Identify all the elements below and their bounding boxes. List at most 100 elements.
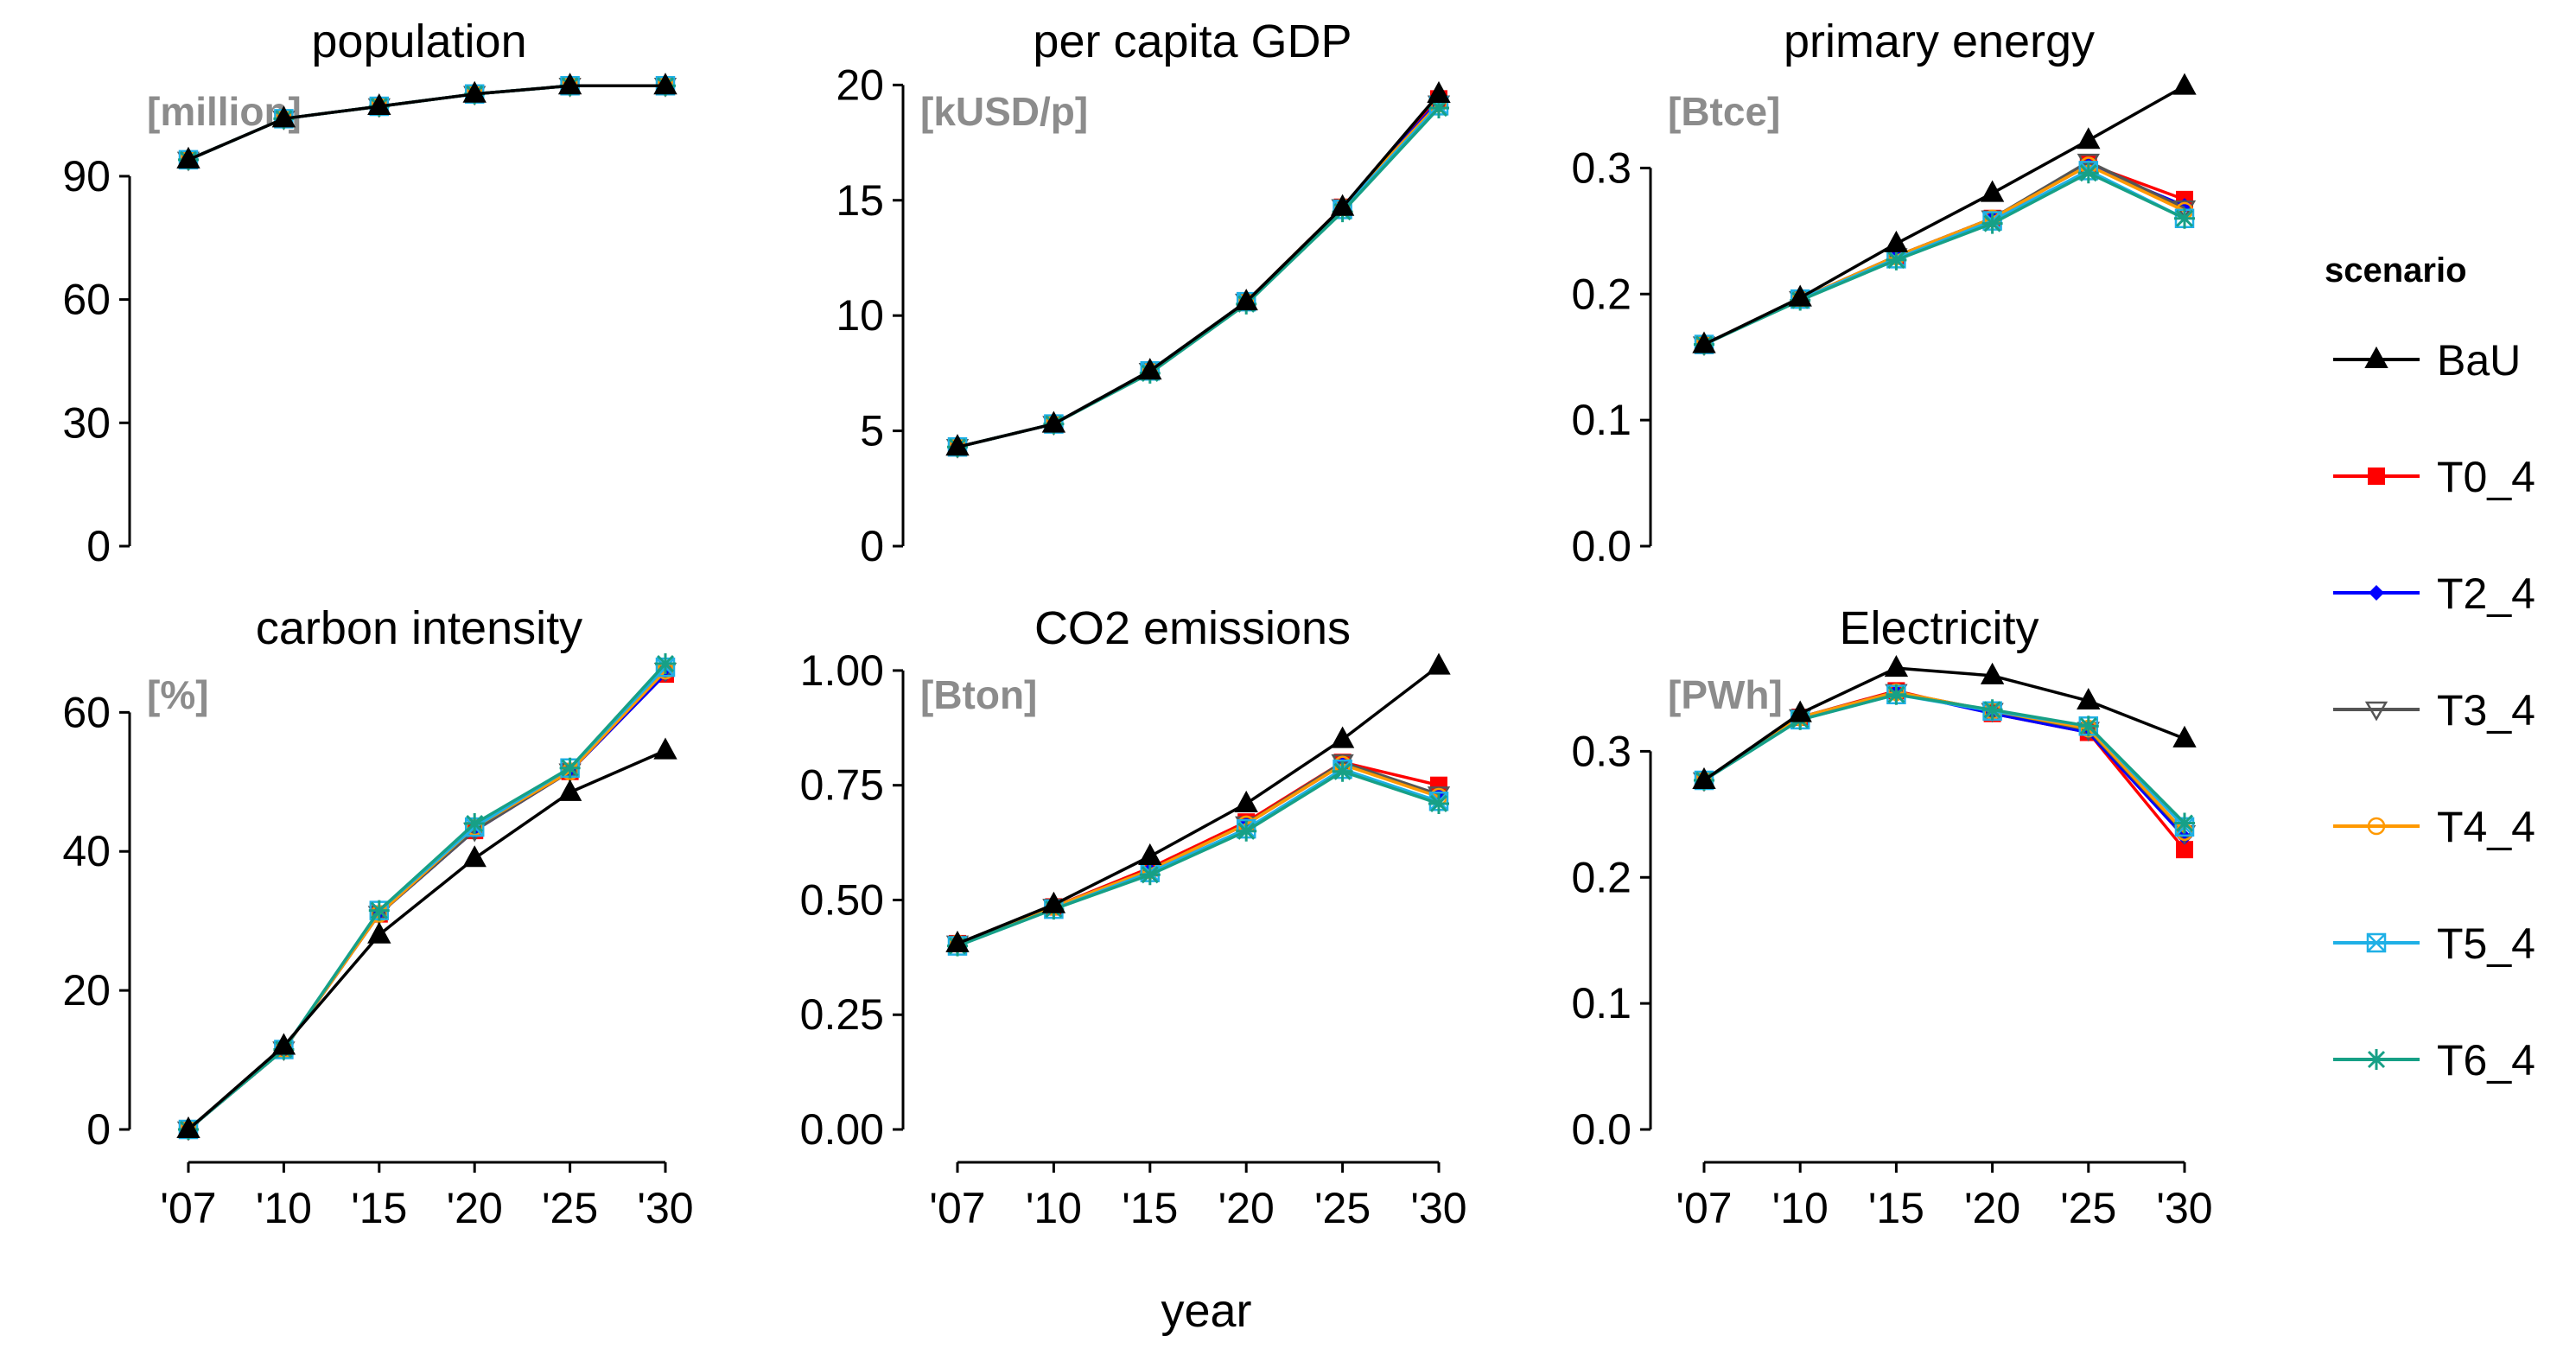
data-point-bau [945, 930, 970, 952]
y-tick-label: 60 [62, 276, 111, 324]
series-line-t3-4 [187, 669, 667, 1131]
series-line-t3-4 [957, 102, 1441, 449]
data-point-t6-4 [368, 900, 390, 921]
data-point-t6-4 [1428, 792, 1449, 814]
x-tick-label: '20 [1218, 1184, 1275, 1232]
series-line-bau [1703, 85, 2185, 347]
y-tick-label: 0.2 [1571, 270, 1631, 318]
legend-marker [2364, 346, 2388, 368]
unit-label: [PWh] [1668, 672, 1783, 717]
series-line-t0-4 [957, 98, 1441, 449]
y-tick-label: 0 [86, 522, 111, 570]
legend-marker [2366, 932, 2387, 953]
data-point-bau [2172, 725, 2197, 747]
data-point-t6-4 [2174, 812, 2195, 834]
series-t6-4 [947, 760, 1449, 957]
data-point-bau [1980, 180, 2005, 202]
series-line-t2-4 [1703, 163, 2185, 347]
y-tick-label: 0.0 [1571, 522, 1631, 570]
y-tick-label: 0.00 [800, 1105, 884, 1154]
series-line-t4-4 [957, 102, 1441, 449]
x-tick-label: '25 [2060, 1184, 2116, 1232]
x-tick-label: '20 [447, 1184, 503, 1232]
legend-label: T6_4 [2437, 1036, 2535, 1085]
y-tick-label: 20 [62, 966, 111, 1015]
y-tick-label: 0.50 [800, 875, 884, 924]
panel-title: CO2 emissions [1034, 602, 1351, 654]
data-point-bau [367, 92, 391, 116]
data-point-t6-4 [655, 653, 676, 675]
series-line-bau [188, 84, 665, 162]
data-point-bau [367, 921, 391, 944]
data-point-bau [176, 1116, 200, 1138]
legend-marker [2364, 701, 2388, 722]
x-tick-label: '15 [351, 1184, 407, 1232]
y-tick-label: 20 [836, 60, 884, 109]
series-line-t6-4 [187, 662, 667, 1131]
data-point-t6-4 [1886, 684, 1907, 705]
panel-co2-emissions: CO2 emissions [Bton] 0.00 0.25 0.50 0.75 1.00 '… [800, 602, 1467, 1232]
legend-marker [2368, 468, 2385, 485]
unit-label: [Bton] [920, 672, 1037, 717]
series-line-t3-4 [1703, 160, 2185, 347]
legend: scenario BaU T0_4 T2_4 T3_4 T4_4 T5_4 T6_4 [2325, 251, 2535, 1085]
legend-item-t6-4: T6_4 [2333, 1036, 2535, 1085]
x-tick-label: '30 [1410, 1184, 1466, 1232]
panel-primary-energy: primary energy[Btce] 0.0 0.1 0.2 0.3 [1571, 16, 2197, 570]
panel-title: per capita GDP [1033, 16, 1352, 67]
data-point-bau [653, 73, 677, 95]
series-t2-4 [950, 93, 1447, 455]
data-point-bau [1330, 194, 1355, 216]
x-tick-label: '25 [542, 1184, 598, 1232]
data-point-bau [557, 779, 582, 801]
data-point-t6-4 [2077, 716, 2099, 737]
y-tick-label: 1.00 [800, 646, 884, 695]
data-point-bau [2077, 687, 2101, 710]
series-line-bau [957, 665, 1441, 945]
legend-label: BaU [2437, 336, 2521, 385]
y-tick-label: 40 [62, 827, 111, 875]
data-point-t6-4 [1428, 98, 1449, 119]
unit-label: [%] [147, 672, 209, 717]
y-tick-label: 0.25 [800, 990, 884, 1039]
series-bau [945, 80, 1451, 456]
legend-item-t0-4: T0_4 [2333, 453, 2535, 501]
data-point-t6-4 [1139, 864, 1161, 886]
data-point-t6-4 [1981, 213, 2003, 234]
data-point-bau [1234, 289, 1258, 311]
data-point-bau [1788, 700, 1812, 722]
legend-label: T2_4 [2437, 569, 2535, 618]
x-tick-label: '10 [1772, 1184, 1829, 1232]
y-tick-label: 0.0 [1571, 1105, 1631, 1154]
series-line-t5-4 [1703, 169, 2185, 347]
data-point-bau [1138, 843, 1162, 866]
y-tick-label: 0 [86, 1105, 111, 1154]
series-line-t5-4 [957, 105, 1441, 449]
series-bau [1692, 73, 2197, 353]
data-point-bau [1427, 80, 1451, 104]
legend-item-t2-4: T2_4 [2333, 569, 2535, 618]
x-tick-label: '10 [1026, 1184, 1082, 1232]
data-point-t3-4 [2077, 153, 2100, 174]
data-point-t6-4 [559, 757, 581, 779]
series-t4-4 [948, 94, 1448, 456]
legend-title: scenario [2325, 251, 2467, 289]
x-tick-label: '10 [256, 1184, 312, 1232]
series-bau [176, 737, 677, 1138]
data-point-t6-4 [2174, 207, 2195, 229]
series-line-t6-4 [1703, 693, 2186, 824]
series-line-bau [1703, 666, 2185, 782]
legend-item-t5-4: T5_4 [2333, 919, 2535, 968]
y-tick-label: 0 [860, 522, 884, 570]
series-line-t4-4 [1703, 163, 2185, 347]
y-tick-label: 5 [860, 407, 884, 455]
legend-marker [2366, 1049, 2387, 1070]
panel-title: Electricity [1839, 602, 2039, 654]
data-point-t0-4 [2176, 841, 2193, 859]
panel-title: population [311, 16, 526, 67]
data-point-bau [1041, 410, 1066, 433]
data-point-bau [1234, 790, 1258, 812]
data-point-bau [653, 737, 677, 760]
